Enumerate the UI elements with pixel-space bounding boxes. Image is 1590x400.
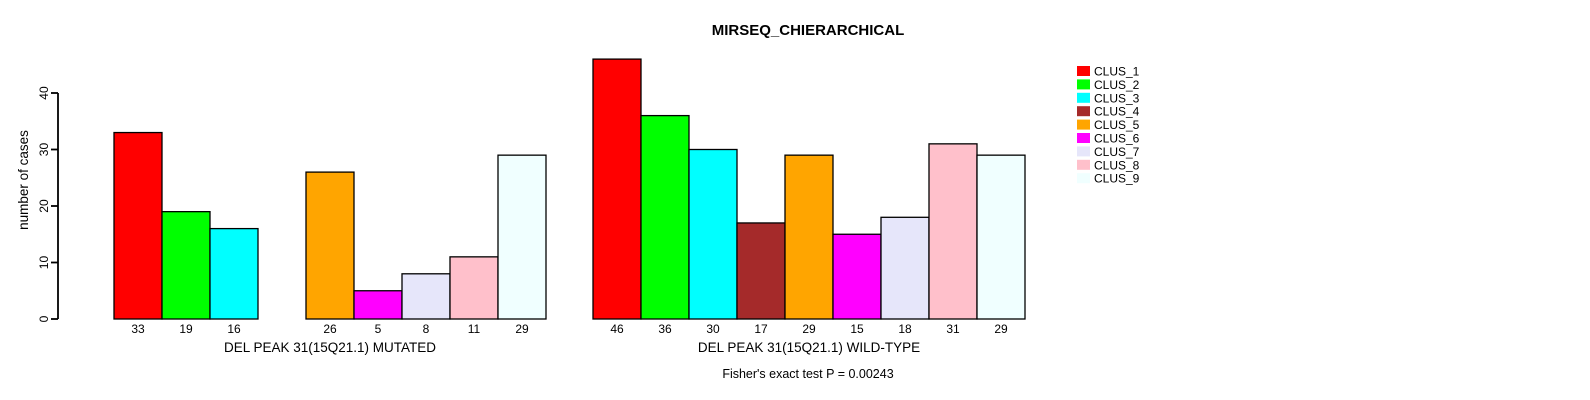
y-axis-label: number of cases [16, 130, 31, 230]
legend-swatch-clus_4 [1077, 106, 1090, 117]
bar-clus_3 [209, 227, 259, 320]
bar-clus_2 [161, 210, 211, 320]
y-axis-tick-label: 10 [37, 256, 51, 270]
bar-value-label: 8 [423, 322, 430, 336]
legend-label: CLUS_9 [1094, 172, 1140, 186]
group-label-mutated: DEL PEAK 31(15Q21.1) MUTATED [224, 340, 436, 355]
bar-clus_1 [592, 58, 642, 320]
bar-value-label: 16 [227, 322, 241, 336]
bar-clus_9 [497, 154, 547, 320]
bar-value-label: 5 [375, 322, 382, 336]
bar-clus_8 [449, 256, 499, 320]
bar-value-label: 33 [131, 322, 145, 336]
y-axis: 0 10 20 30 40 [37, 86, 59, 322]
bar-clus_9 [976, 154, 1026, 320]
bar-value-label: 26 [323, 322, 337, 336]
legend-swatch-clus_2 [1077, 79, 1090, 90]
bar-value-label: 29 [515, 322, 529, 336]
bar-clus_5 [305, 171, 355, 320]
bar-clus_7 [880, 216, 930, 320]
bar-value-label: 30 [706, 322, 720, 336]
bar-value-label: 36 [658, 322, 672, 336]
legend-label: CLUS_1 [1094, 65, 1140, 79]
y-axis-tick-label: 40 [37, 86, 51, 100]
legend: CLUS_1CLUS_2CLUS_3CLUS_4CLUS_5CLUS_6CLUS… [1077, 65, 1140, 186]
bar-group-mutated: 33 19 16 26 5 8 11 29 [113, 131, 547, 336]
legend-swatch-clus_7 [1077, 146, 1090, 157]
legend-label: CLUS_6 [1094, 132, 1140, 146]
legend-label: CLUS_3 [1094, 91, 1140, 105]
fisher-test-caption: Fisher's exact test P = 0.00243 [722, 367, 893, 381]
legend-swatch-clus_5 [1077, 119, 1090, 130]
bar-value-label: 18 [898, 322, 912, 336]
bar-group-wildtype: 46 36 30 17 29 15 18 31 29 [592, 58, 1026, 336]
bar-clus_1 [113, 131, 163, 320]
bar-clus_4 [736, 222, 786, 320]
legend-swatch-clus_1 [1077, 66, 1090, 76]
bar-clus_2 [640, 114, 690, 320]
bar-value-label: 29 [802, 322, 816, 336]
y-axis-tick-label: 20 [37, 199, 51, 213]
bar-value-label: 17 [754, 322, 768, 336]
bar-clus_6 [832, 233, 882, 320]
legend-label: CLUS_2 [1094, 78, 1140, 92]
legend-label: CLUS_8 [1094, 158, 1140, 172]
legend-swatch-clus_9 [1077, 173, 1090, 184]
bar-clus_5 [784, 154, 834, 320]
bar-value-label: 11 [468, 322, 481, 336]
bar-clus_8 [928, 143, 978, 320]
legend-swatch-clus_8 [1077, 159, 1090, 170]
y-axis-tick-label: 0 [37, 315, 51, 322]
bar-value-label: 19 [179, 322, 193, 336]
legend-swatch-clus_6 [1077, 133, 1090, 143]
bar-value-label: 46 [610, 322, 624, 336]
legend-swatch-clus_3 [1077, 92, 1090, 103]
bar-clus_6 [353, 290, 403, 320]
legend-label: CLUS_4 [1094, 105, 1140, 119]
legend-label: CLUS_5 [1094, 118, 1140, 132]
bar-clus_7 [401, 273, 451, 320]
bar-value-label: 29 [994, 322, 1008, 336]
group-label-wildtype: DEL PEAK 31(15Q21.1) WILD-TYPE [698, 340, 920, 355]
bar-value-label: 15 [850, 322, 864, 336]
bar-clus_3 [688, 148, 738, 320]
legend-label: CLUS_7 [1094, 145, 1140, 159]
chart-title: MIRSEQ_CHIERARCHICAL [712, 22, 905, 39]
bar-value-label: 31 [946, 322, 960, 336]
y-axis-tick-label: 30 [37, 143, 51, 157]
